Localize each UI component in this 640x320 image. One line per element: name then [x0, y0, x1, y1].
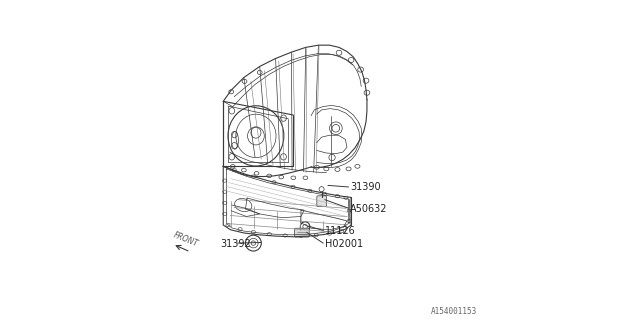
Text: 31392: 31392	[220, 239, 251, 249]
Text: A154001153: A154001153	[431, 307, 477, 316]
Text: A50632: A50632	[350, 204, 388, 214]
Text: 31390: 31390	[350, 182, 381, 192]
Text: 11126: 11126	[324, 226, 355, 236]
FancyBboxPatch shape	[294, 228, 309, 237]
Text: FRONT: FRONT	[172, 230, 200, 248]
FancyBboxPatch shape	[317, 196, 326, 207]
Text: H02001: H02001	[324, 239, 363, 249]
